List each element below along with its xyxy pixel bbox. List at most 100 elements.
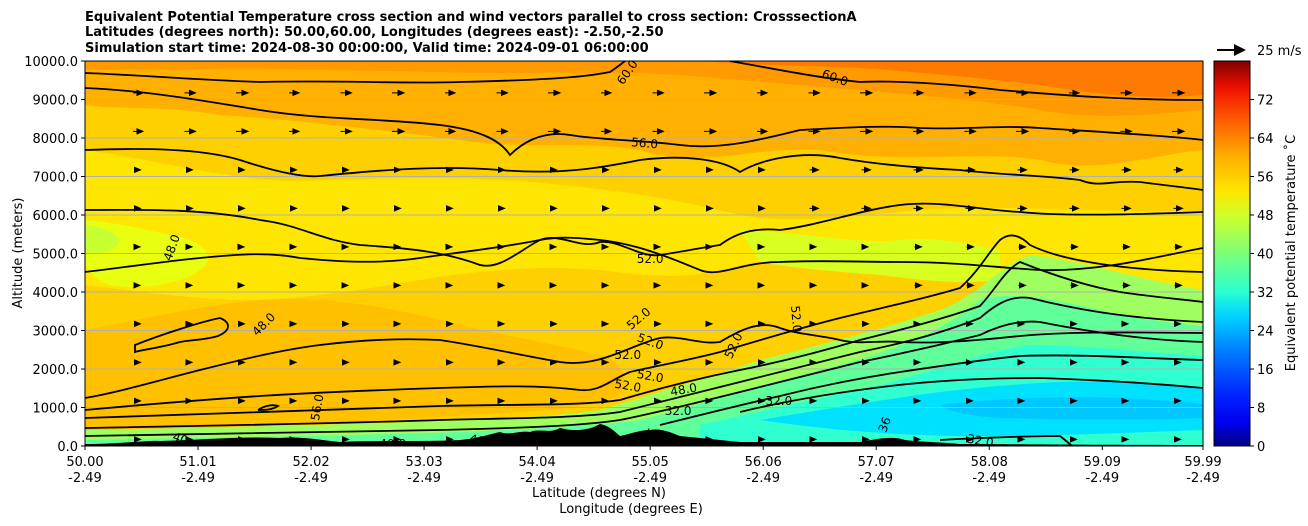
wind-key: 25 m/s [1217,44,1302,59]
wind-vector-157 [654,166,662,174]
wind-vector-146 [1173,205,1184,212]
wind-vector-113 [549,243,558,251]
contour-label-6: 52.0 [614,348,641,362]
contour-36 [85,320,1203,437]
y-tick-label-8: 8000.0 [33,132,79,147]
wind-vector-7 [497,436,506,443]
wind-vector-172 [340,128,353,135]
wind-vector-147 [134,166,142,174]
wind-vector-24 [289,397,298,405]
wind-vector-100 [966,282,975,289]
x-tick-label-lon-7: -2.49 [859,471,893,486]
wind-vector-97 [809,282,818,289]
x-tick-label-lon-1: -2.49 [181,471,215,486]
contour-60-right [729,61,1203,101]
wind-vector-183 [913,128,925,135]
wind-vector-208 [1120,89,1133,97]
wind-vector-37 [966,397,974,405]
x-tick-label-lat-10: 59.99 [1184,455,1221,470]
y-tick-label-4: 4000.0 [33,286,79,301]
wind-vector-69 [446,320,454,328]
wind-vector-139 [809,205,820,212]
wind-vector-193 [340,89,353,97]
wind-vector-130 [342,205,350,212]
x-tick-label-lat-4: 54.04 [519,455,556,470]
x-tick-label-lon-5: -2.49 [633,471,667,486]
wind-vector-209 [1172,89,1186,97]
wind-vector-61 [1121,359,1130,366]
wind-vector-206 [1016,89,1030,97]
wind-vector-205 [964,89,977,97]
x-tick-label-lon-0: -2.49 [68,471,102,486]
wind-vector-12 [758,436,766,443]
x-tick-label-lon-2: -2.49 [294,471,328,486]
wind-vector-151 [342,166,350,174]
colorbar-ticks: 0 8 16 24 32 40 48 56 64 72 [1250,94,1274,455]
x-axis-label-2: Longitude (degrees E) [559,502,703,517]
wind-vector-63 [134,320,142,328]
wind-vector-27 [446,397,454,405]
wind-vector-64 [185,320,194,328]
wind-vector-178 [652,128,665,135]
wind-vector-119 [861,243,870,251]
wind-vector-57 [913,359,922,366]
wind-vector-195 [445,89,457,97]
wind-vector-25 [342,397,350,405]
wind-vector-105 [133,243,142,251]
wind-vector-173 [392,128,406,135]
wind-vector-68 [393,320,402,328]
wind-vector-16 [966,436,974,443]
filled-region-orange-peak [700,61,1203,97]
wind-vector-82 [1121,320,1130,328]
contour-label-3: 52.0 [637,252,664,266]
wind-vector-42 [134,359,142,366]
contour-label-8: 52.0 [788,305,804,333]
x-tick-label-lat-6: 56.06 [745,455,782,470]
y-axis-label: Altitude (meters) [11,198,26,309]
wind-vector-188 [1172,128,1186,135]
wind-vector-34 [809,397,818,405]
wind-vector-159 [758,166,766,174]
wind-vector-75 [758,320,766,328]
colorbar-tick-label-9: 72 [1257,94,1274,109]
wind-vector-28 [497,397,506,405]
colorbar-tick-label-4: 32 [1257,286,1274,301]
wind-vector-135 [602,205,610,212]
wind-vector-9 [601,436,610,443]
wind-vector-52 [654,359,662,366]
contour-48-main [85,234,1203,411]
wind-vector-117 [757,243,766,251]
x-axis-label: Latitude (degrees N) [532,486,666,501]
wind-vector-112 [497,243,506,251]
contour-label-9: 52.0 [613,377,642,395]
wind-vector-62 [1174,359,1182,366]
wind-vector-124 [1122,243,1131,251]
wind-vector-67 [342,320,350,328]
wind-vector-189 [133,89,145,97]
wind-vector-3 [289,436,298,443]
wind-vector-118 [809,243,818,251]
x-tick-label-lat-0: 50.00 [66,455,103,470]
wind-vector-92 [549,282,558,289]
wind-vector-33 [758,397,766,405]
contour-label-2: 56.0 [631,135,659,151]
wind-vector-127 [186,205,194,212]
wind-vector-101 [1018,282,1027,289]
wind-vector-71 [550,320,558,328]
wind-vector-89 [393,282,402,289]
contour-label-11: 48.0 [669,380,698,398]
wind-vector-180 [757,128,769,135]
wind-vector-110 [393,243,402,251]
wind-vector-108 [289,243,298,251]
wind-vector-6 [446,436,454,443]
wind-vector-17 [1017,436,1026,443]
x-tick-label-lat-1: 51.01 [179,455,216,470]
y-tick-label-2: 2000.0 [33,363,79,378]
colorbar-tick-label-1: 8 [1257,402,1265,417]
wind-vector-182 [860,128,874,135]
wind-vector-114 [601,243,610,251]
wind-vector-87 [289,282,298,289]
title-line-3: Simulation start time: 2024-08-30 00:00:… [85,41,649,56]
wind-vector-49 [497,359,506,366]
wind-vector-58 [966,359,974,366]
